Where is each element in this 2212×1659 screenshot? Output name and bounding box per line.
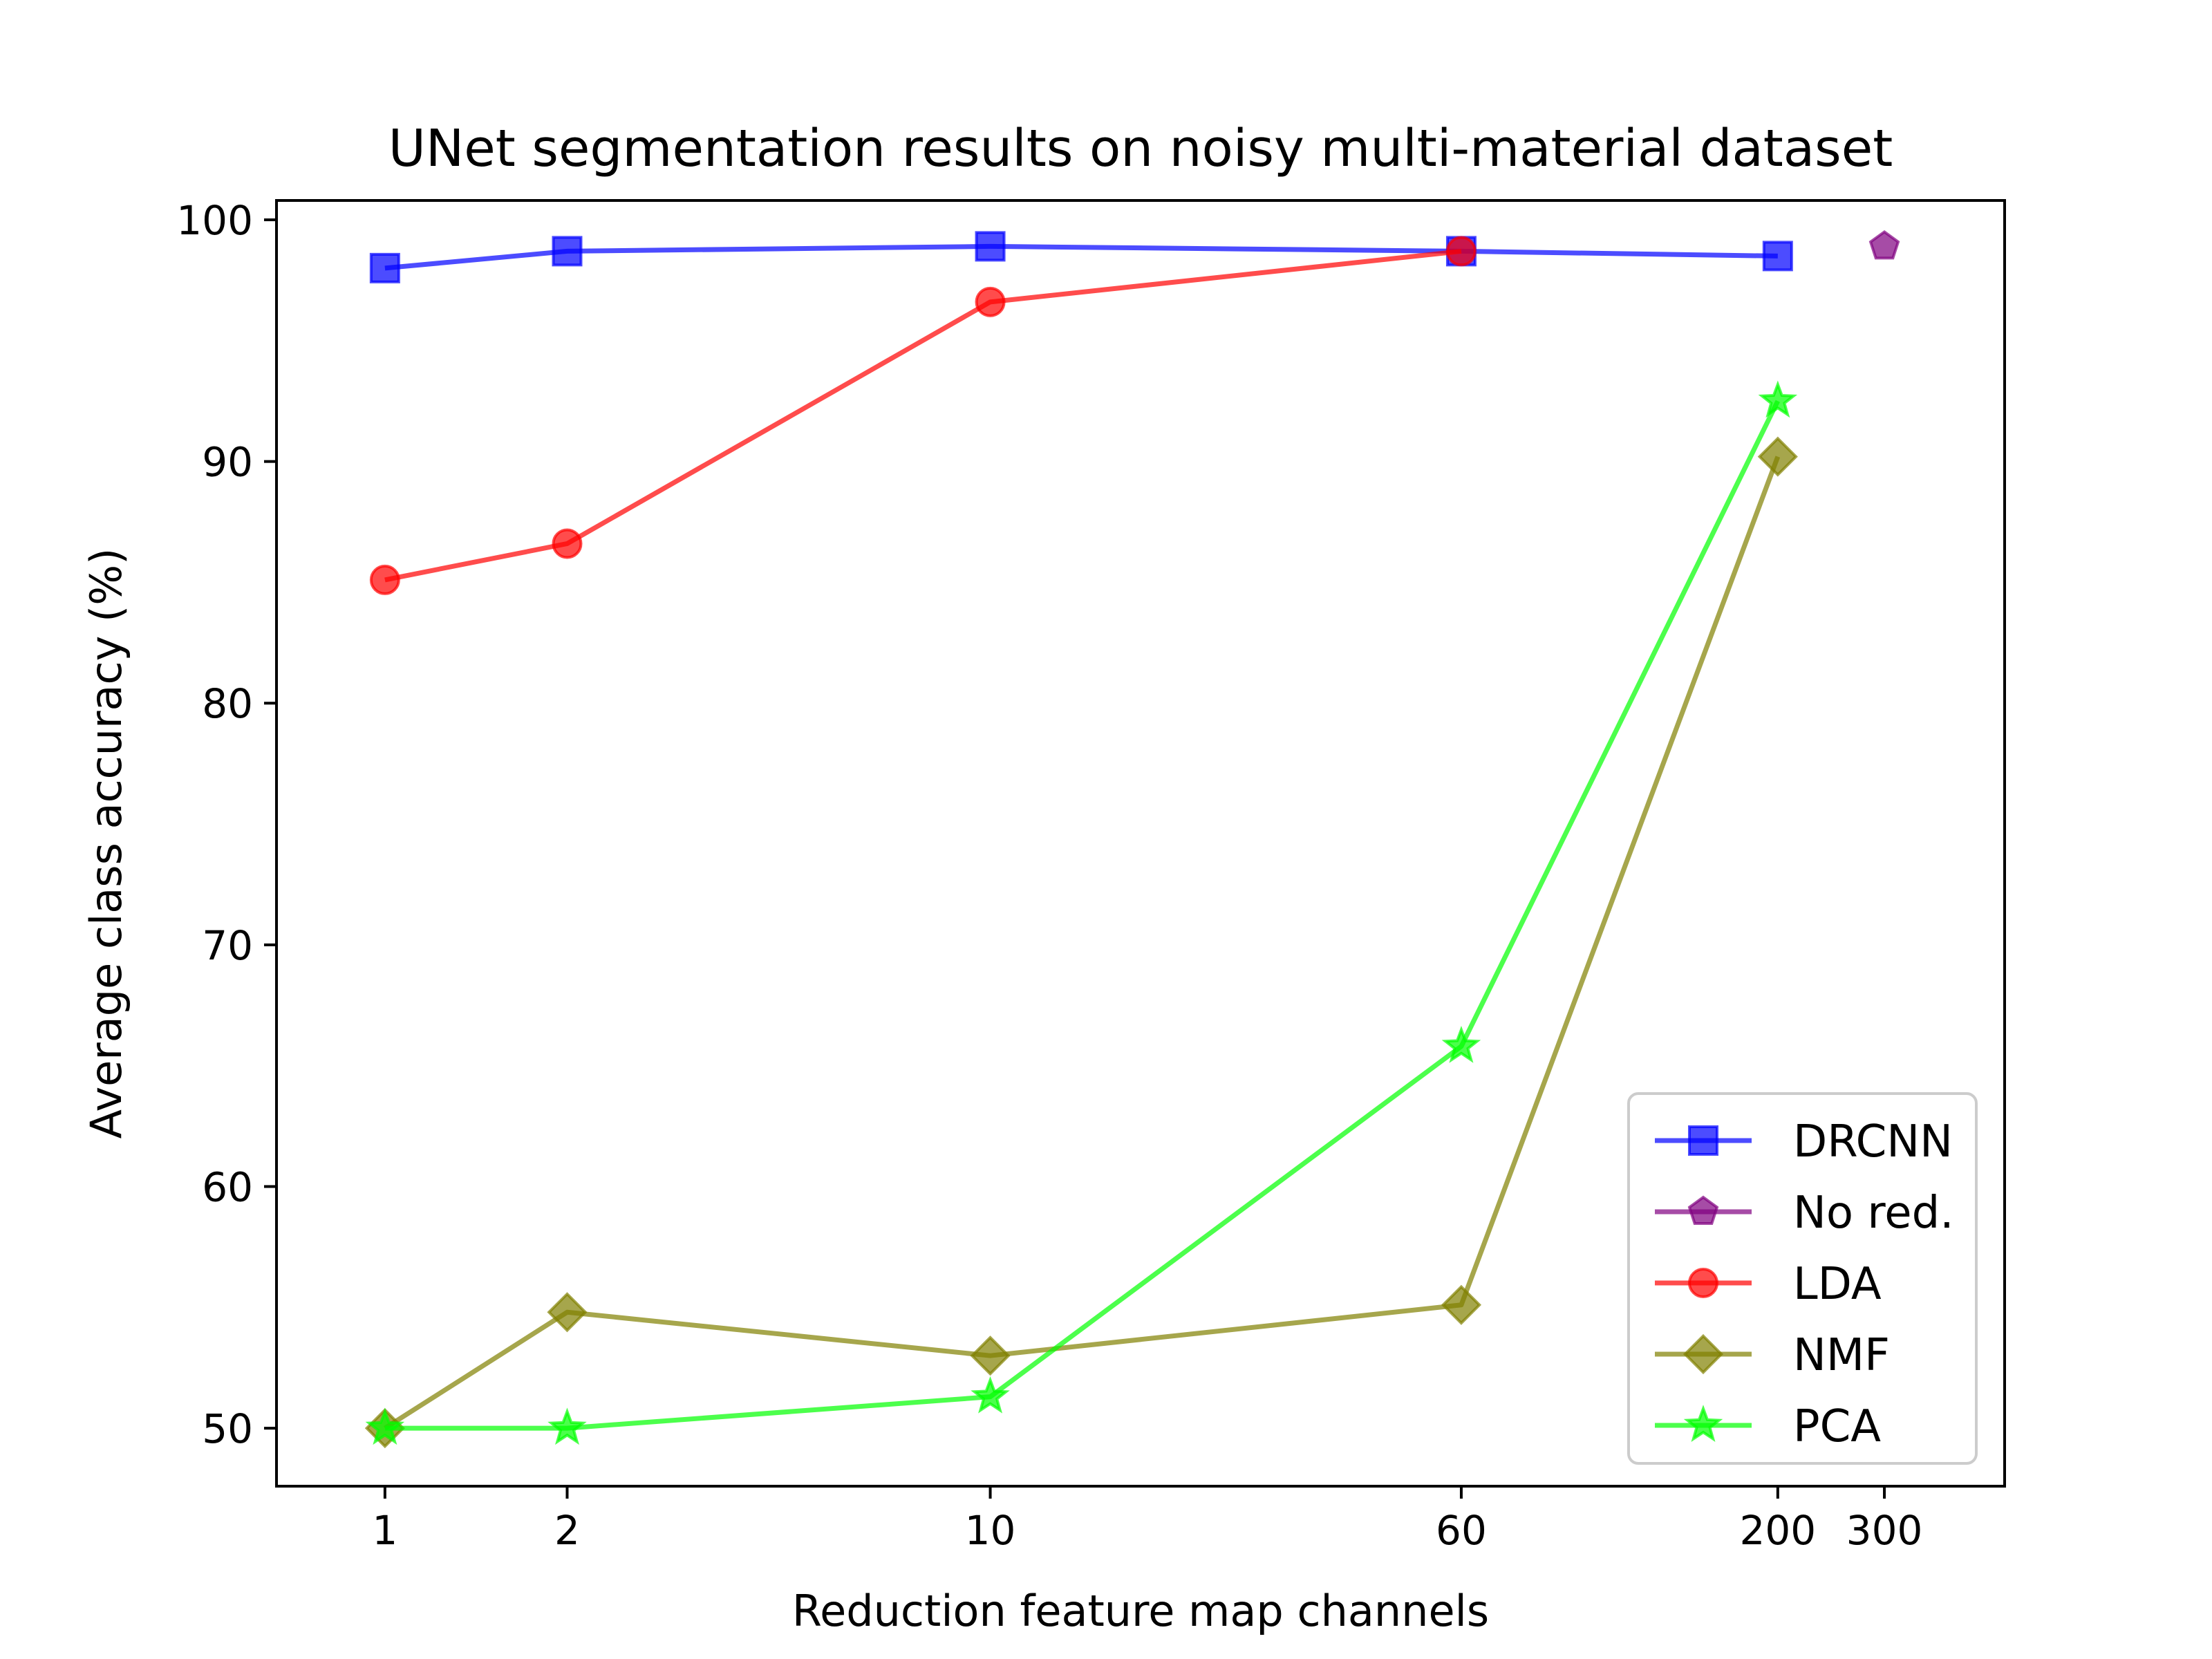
legend-item-nmf: NMF (1655, 1330, 1890, 1381)
legend-item-drcnn: DRCNN (1655, 1116, 1953, 1168)
y-tick-label: 70 (202, 922, 253, 969)
data-point-nmf (1757, 436, 1798, 477)
x-tick-label: 60 (1436, 1507, 1487, 1554)
y-axis: 50 60 70 80 90 100 (176, 197, 276, 1452)
legend-label: DRCNN (1793, 1116, 1953, 1168)
x-tick-label: 300 (1846, 1507, 1923, 1554)
data-point-pca (1441, 1025, 1481, 1063)
x-axis: 1 2 10 60 200 300 (372, 1486, 1922, 1554)
data-point-nmf (1441, 1284, 1482, 1325)
data-point-lda (1445, 236, 1477, 267)
x-tick-label: 200 (1739, 1507, 1816, 1554)
legend-label: PCA (1793, 1401, 1881, 1452)
legend-frame (1627, 1092, 1978, 1465)
data-point-drcnn (1762, 241, 1793, 272)
data-point-pca (1758, 380, 1798, 418)
y-axis-label: Average class accuracy (%) (81, 548, 131, 1139)
data-point-pca (971, 1376, 1010, 1414)
y-tick-label: 80 (202, 680, 253, 727)
legend-marker (1683, 1333, 1724, 1375)
y-tick-label: 100 (176, 197, 253, 244)
data-point-pca (547, 1407, 587, 1445)
x-tick-label: 10 (965, 1507, 1016, 1554)
data-point-lda (975, 286, 1006, 317)
series-no-red (1868, 229, 1900, 260)
data-point-drcnn (552, 236, 583, 267)
legend-label: LDA (1793, 1259, 1882, 1310)
y-tick-label: 50 (202, 1405, 253, 1452)
legend-item-pca: PCA (1655, 1401, 1881, 1452)
series-lda (369, 236, 1477, 595)
x-tick-label: 2 (554, 1507, 580, 1554)
data-point-pca (365, 1407, 405, 1445)
series-pca (365, 380, 1798, 1445)
legend-item-no-red: No red. (1655, 1188, 1954, 1239)
legend-marker (1683, 1405, 1723, 1443)
data-point-lda (369, 564, 400, 595)
legend-item-lda: LDA (1655, 1259, 1882, 1310)
data-point-no-red (1868, 229, 1900, 260)
chart-title: UNet segmentation results on noisy multi… (388, 119, 1893, 178)
data-point-drcnn (975, 231, 1006, 262)
x-axis-label: Reduction feature map channels (792, 1586, 1489, 1636)
data-point-nmf (547, 1292, 588, 1333)
series-line-lda (384, 248, 1462, 583)
plot-frame (275, 199, 2006, 1488)
legend-label: No red. (1793, 1188, 1954, 1239)
legend-marker (1688, 1125, 1718, 1156)
legend-marker (1687, 1195, 1719, 1225)
legend-marker (1688, 1268, 1718, 1298)
legend: DRCNN No red. LDA NMF PCA (1627, 1092, 1978, 1465)
data-point-drcnn (369, 252, 400, 283)
y-tick-label: 60 (202, 1163, 253, 1210)
legend-label: NMF (1793, 1330, 1890, 1381)
x-tick-label: 1 (372, 1507, 397, 1554)
series-layer (364, 229, 1900, 1449)
y-tick-label: 90 (202, 439, 253, 486)
data-point-nmf (970, 1335, 1011, 1376)
data-point-lda (552, 528, 583, 559)
